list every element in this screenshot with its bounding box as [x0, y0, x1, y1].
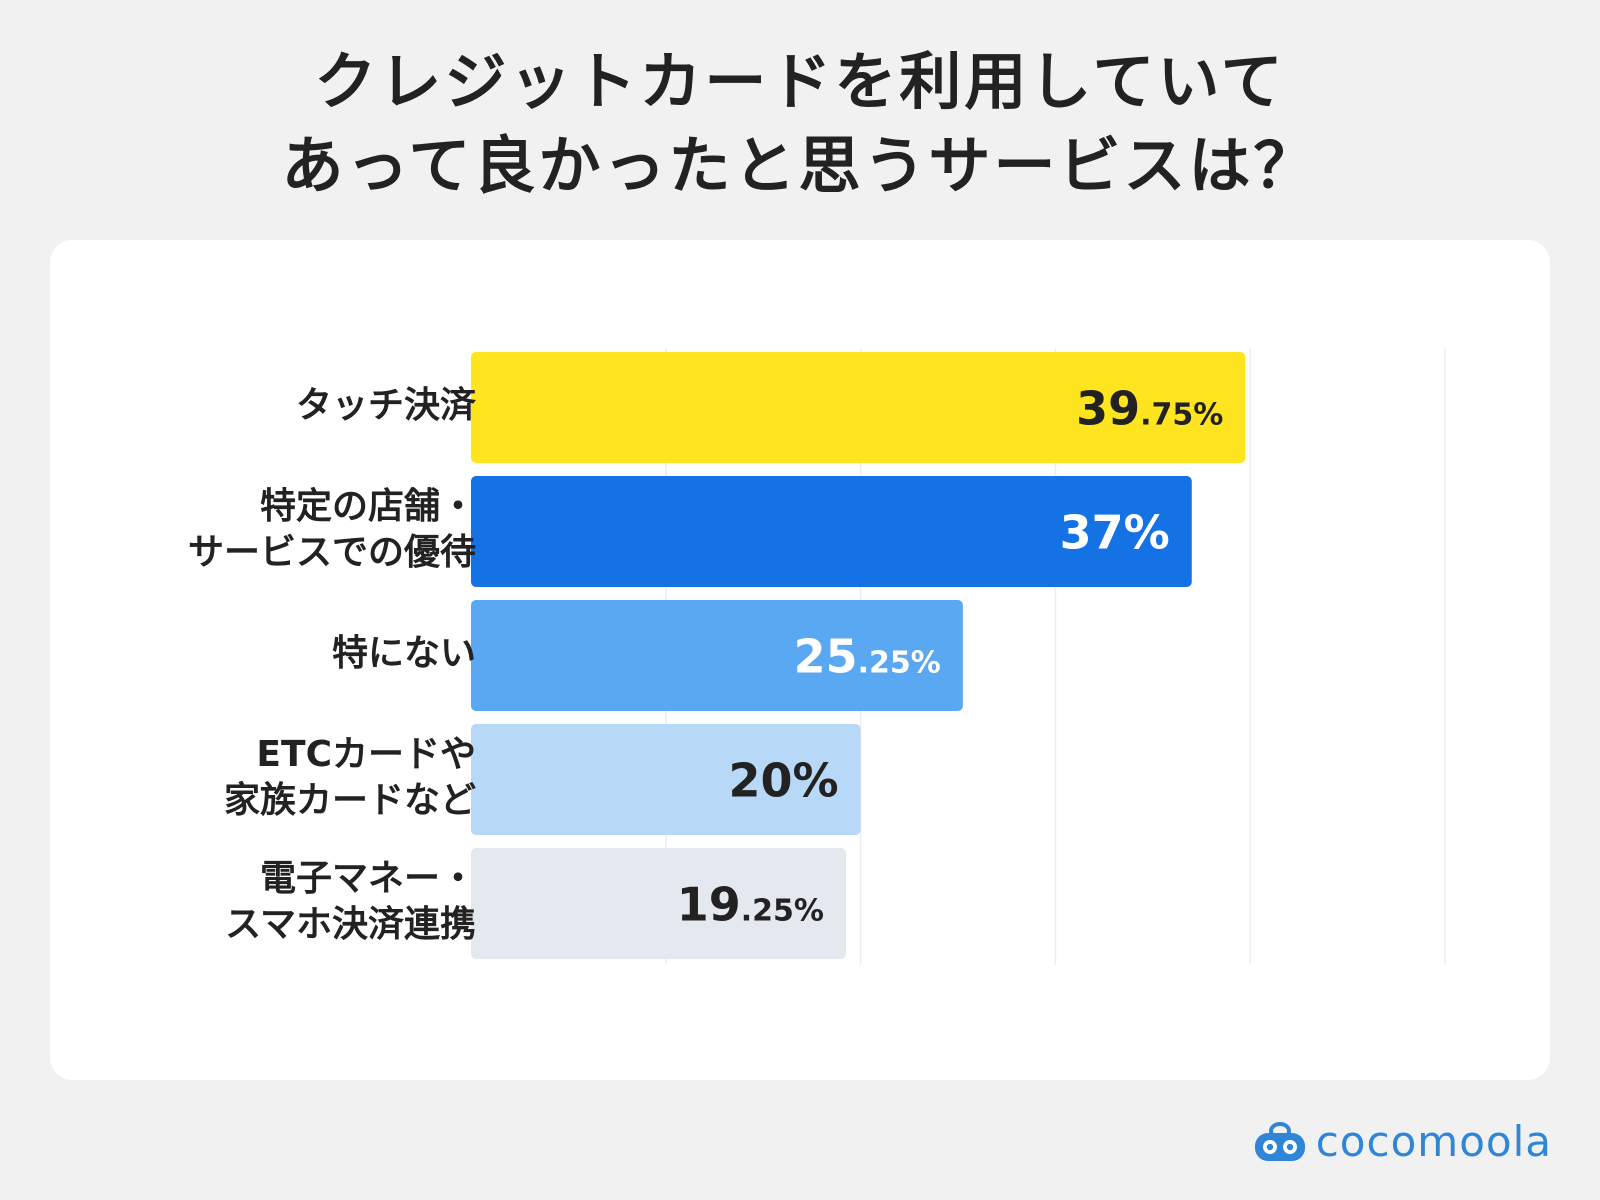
category-label: ETCカードや 家族カードなど	[224, 732, 476, 824]
cocomoola-mascot-icon	[1254, 1122, 1305, 1161]
category-label-line: 特定の店舗・	[259, 485, 476, 527]
bar	[471, 724, 861, 835]
bar	[471, 476, 1192, 587]
category-label-line: 特にない	[331, 632, 476, 674]
category-label: 特定の店舗・ サービスでの優待	[188, 484, 476, 576]
bar	[471, 352, 1246, 463]
category-label-line: ETCカードや	[256, 733, 476, 775]
bar-value-label: 20%	[728, 754, 838, 808]
category-label: タッチ決済	[296, 383, 476, 429]
category-label-line: タッチ決済	[295, 384, 476, 426]
category-label: 特にない	[332, 631, 476, 677]
bar-value-label: 19.25%	[677, 878, 824, 932]
bar	[471, 600, 963, 711]
bar-chart: 39.75% 37% 25.25% 20% 19.25%	[471, 348, 1446, 965]
bar	[471, 848, 846, 959]
brand-logo: cocomoola	[1252, 1116, 1552, 1166]
category-label-line: サービスでの優待	[187, 531, 476, 573]
bar-value-label: 39.75%	[1076, 382, 1223, 436]
chart-title: クレジットカードを利用していて あって良かったと思うサービスは？	[0, 40, 1600, 208]
category-label: 電子マネー・ スマホ決済連携	[225, 856, 476, 948]
brand-logo-text: cocomoola	[1315, 1116, 1552, 1166]
category-label-line: 家族カードなど	[223, 779, 476, 821]
chart-card: 39.75% 37% 25.25% 20% 19.25% タッチ決済特定の店舗・ サービス…	[50, 240, 1550, 1080]
category-label-line: スマホ決済連携	[225, 903, 476, 945]
chart-title-line-1: クレジットカードを利用していて	[314, 45, 1286, 118]
bar-value-label: 25.25%	[794, 630, 941, 684]
bar-value-label: 37%	[1060, 506, 1170, 560]
category-label-line: 電子マネー・	[259, 857, 476, 899]
chart-title-line-2: あって良かったと思うサービスは？	[281, 129, 1319, 202]
